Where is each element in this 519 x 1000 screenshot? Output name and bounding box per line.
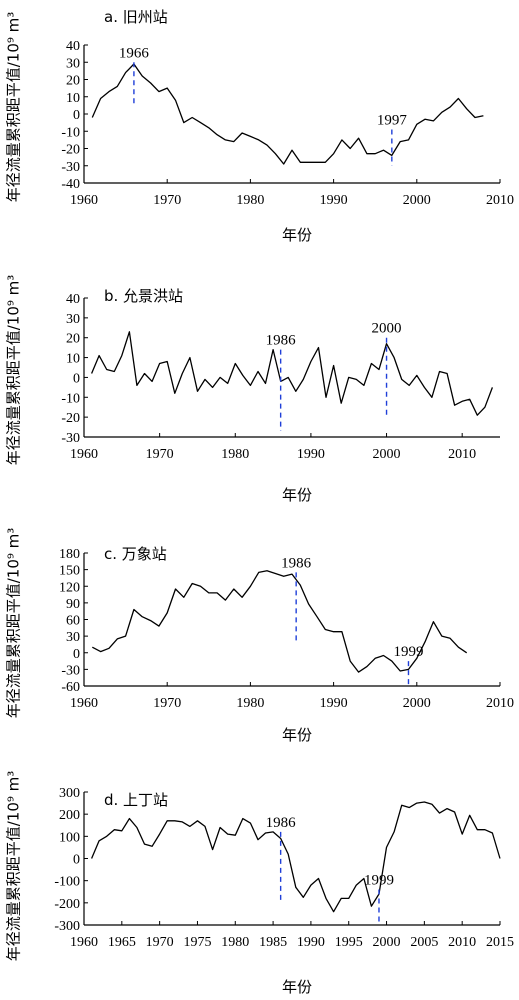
breakpoint-label: 2000 xyxy=(372,321,402,337)
y-tick-label: 200 xyxy=(59,808,80,823)
x-tick-label: 1960 xyxy=(70,447,98,462)
x-tick-label: 1960 xyxy=(70,193,98,208)
x-tick-label: 1985 xyxy=(259,935,287,950)
x-tick-label: 1990 xyxy=(297,935,325,950)
y-tick-label: -40 xyxy=(61,177,80,192)
x-tick-label: 1960 xyxy=(70,696,98,711)
y-tick-label: 180 xyxy=(59,547,80,562)
series-line xyxy=(91,570,468,673)
y-axis-title: 年径流量累积距平值/10⁹ m³ xyxy=(5,771,23,962)
y-tick-label: 20 xyxy=(66,332,80,347)
x-tick-label: 2000 xyxy=(403,193,431,208)
y-tick-label: -30 xyxy=(61,663,80,678)
y-tick-label: -200 xyxy=(54,897,80,912)
breakpoint-label: 1986 xyxy=(281,555,312,571)
breakpoint-label: 1997 xyxy=(377,113,408,129)
x-tick-label: 1970 xyxy=(146,447,174,462)
y-tick-label: 0 xyxy=(73,371,80,386)
breakpoint-label: 1966 xyxy=(119,45,150,61)
x-axis-title: 年份 xyxy=(282,726,312,744)
x-tick-label: 1980 xyxy=(236,696,264,711)
x-tick-label: 1995 xyxy=(335,935,363,950)
breakpoint-label: 1999 xyxy=(364,873,394,889)
x-tick-label: 1975 xyxy=(183,935,211,950)
y-tick-label: 40 xyxy=(66,39,80,54)
y-tick-label: -20 xyxy=(61,411,80,426)
y-tick-label: 0 xyxy=(73,108,80,123)
y-tick-label: 10 xyxy=(66,91,80,106)
y-tick-label: -30 xyxy=(61,160,80,175)
x-tick-label: 1960 xyxy=(70,935,98,950)
y-tick-label: 300 xyxy=(59,786,80,801)
x-tick-label: 1970 xyxy=(146,935,174,950)
x-tick-label: 2010 xyxy=(486,193,514,208)
x-axis-title: 年份 xyxy=(282,486,312,504)
x-axis-title: 年份 xyxy=(282,226,312,244)
y-tick-label: 90 xyxy=(66,597,80,612)
x-axis-title: 年份 xyxy=(282,978,312,996)
x-tick-label: 2000 xyxy=(373,935,401,950)
x-tick-label: 2015 xyxy=(486,935,514,950)
series-line xyxy=(91,331,494,416)
panel-title: a. 旧州站 xyxy=(104,8,168,26)
x-tick-label: 2000 xyxy=(403,696,431,711)
x-tick-label: 1980 xyxy=(236,193,264,208)
y-tick-label: 10 xyxy=(66,352,80,367)
y-tick-label: -10 xyxy=(61,391,80,406)
x-tick-label: 1990 xyxy=(320,193,348,208)
y-axis-title: 年径流量累积距平值/10⁹ m³ xyxy=(5,528,23,719)
y-tick-label: -30 xyxy=(61,431,80,446)
x-tick-label: 1980 xyxy=(221,935,249,950)
y-tick-label: 40 xyxy=(66,292,80,307)
y-tick-label: 100 xyxy=(59,830,80,845)
breakpoint-label: 1999 xyxy=(393,644,423,660)
x-tick-label: 2010 xyxy=(448,935,476,950)
x-tick-label: 2005 xyxy=(410,935,438,950)
panel-title: d. 上丁站 xyxy=(104,791,168,809)
y-tick-label: -20 xyxy=(61,143,80,158)
y-tick-label: -100 xyxy=(54,875,80,890)
y-axis-title: 年径流量累积距平值/10⁹ m³ xyxy=(5,275,23,466)
x-tick-label: 2010 xyxy=(448,447,476,462)
series-line xyxy=(91,801,501,913)
y-tick-label: 120 xyxy=(59,580,80,595)
x-tick-label: 1980 xyxy=(221,447,249,462)
x-tick-label: 1965 xyxy=(108,935,136,950)
y-tick-label: 150 xyxy=(59,564,80,579)
x-tick-label: 1990 xyxy=(297,447,325,462)
y-tick-label: -10 xyxy=(61,125,80,140)
y-axis-title: 年径流量累积距平值/10⁹ m³ xyxy=(5,12,23,203)
y-tick-label: 20 xyxy=(66,74,80,89)
y-tick-label: 60 xyxy=(66,614,80,629)
x-tick-label: 1970 xyxy=(153,696,181,711)
x-tick-label: 2010 xyxy=(486,696,514,711)
y-tick-label: 30 xyxy=(66,56,80,71)
x-tick-label: 2000 xyxy=(373,447,401,462)
y-tick-label: -60 xyxy=(61,680,80,695)
y-tick-label: 30 xyxy=(66,312,80,327)
breakpoint-label: 1986 xyxy=(266,815,297,831)
x-tick-label: 1970 xyxy=(153,193,181,208)
panel-title: b. 允景洪站 xyxy=(104,287,183,305)
y-tick-label: 0 xyxy=(73,853,80,868)
panel-title: c. 万象站 xyxy=(104,545,167,563)
breakpoint-label: 1986 xyxy=(266,333,297,349)
y-tick-label: 30 xyxy=(66,630,80,645)
x-tick-label: 1990 xyxy=(320,696,348,711)
y-tick-label: 0 xyxy=(73,647,80,662)
y-tick-label: -300 xyxy=(54,919,80,934)
series-line xyxy=(91,63,484,165)
